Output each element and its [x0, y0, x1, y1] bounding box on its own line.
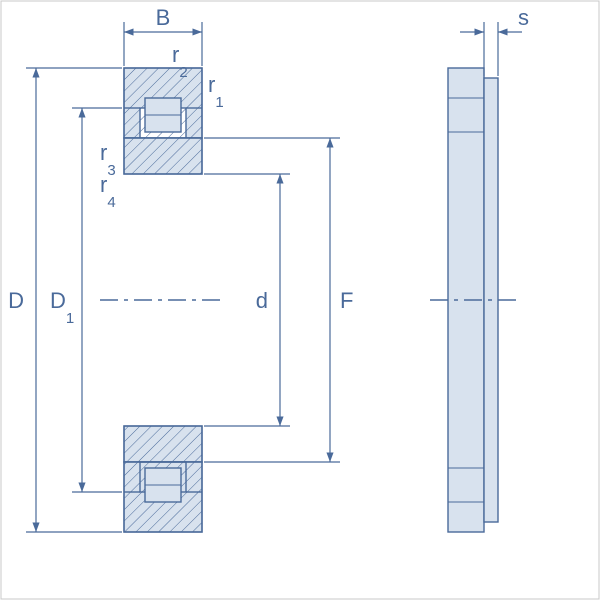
label-s: s	[518, 5, 529, 30]
dim-B: B	[124, 5, 202, 66]
right-side-view	[430, 68, 520, 532]
svg-text:r1: r1	[208, 72, 224, 111]
label-d: d	[256, 288, 268, 313]
outer-ring-top	[124, 68, 202, 138]
inner-ring-bottom	[124, 426, 202, 462]
label-D: D	[8, 288, 24, 313]
outer-ring-bottom	[124, 462, 202, 532]
dim-s: s	[460, 5, 529, 76]
dim-F: F	[204, 138, 353, 462]
inner-ring-top	[124, 138, 202, 174]
bearing-cross-section-diagram: B s D D1 d F r2 r1	[0, 0, 600, 600]
label-r1: r1	[208, 72, 224, 111]
label-B: B	[156, 5, 171, 30]
label-D1: D1	[50, 288, 74, 327]
label-F: F	[340, 288, 353, 313]
